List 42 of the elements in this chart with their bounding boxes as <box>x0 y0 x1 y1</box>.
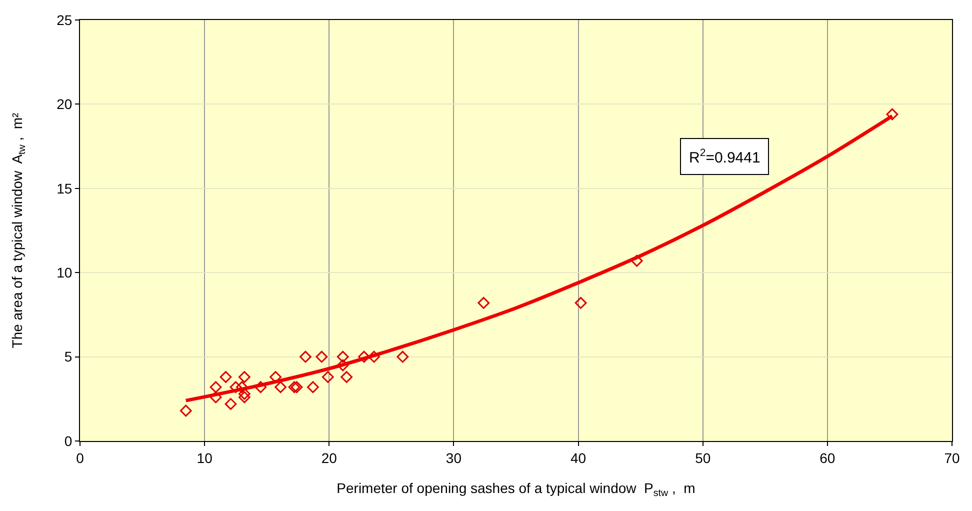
y-tick-label: 0 <box>64 432 72 449</box>
x-tick-label: 50 <box>695 450 711 466</box>
point <box>307 381 319 394</box>
point <box>368 350 380 363</box>
x-tick-label: 10 <box>196 450 213 466</box>
y-tick-label: 25 <box>56 12 72 28</box>
x-tick-label: 0 <box>76 450 84 466</box>
point <box>290 381 303 394</box>
x-tick-label: 20 <box>321 450 338 466</box>
x-axis-title: Perimeter of opening sashes of a typical window P$_{stw}$ , m <box>336 480 696 500</box>
point <box>236 381 248 394</box>
point <box>230 381 242 394</box>
point <box>274 381 287 394</box>
point <box>224 398 237 410</box>
x-tick-label: 60 <box>820 450 836 466</box>
point <box>396 350 409 363</box>
point <box>336 359 349 372</box>
point <box>238 371 250 383</box>
point <box>478 296 490 309</box>
x-tick-label: 40 <box>570 450 586 466</box>
point <box>180 404 192 417</box>
point <box>322 371 334 383</box>
point <box>220 371 232 383</box>
point <box>300 350 312 363</box>
point <box>210 391 222 404</box>
y-tick-label: 10 <box>56 264 72 280</box>
point <box>340 371 353 383</box>
y-tick-label: 15 <box>56 180 72 196</box>
point <box>886 108 898 120</box>
x-tick-label: 30 <box>446 450 462 466</box>
point <box>358 350 370 363</box>
annotation: R$^{2}$=0.9441 <box>689 147 760 166</box>
y-tick-label: 20 <box>56 96 72 112</box>
x-tick-label: 70 <box>944 450 960 466</box>
point <box>316 350 328 363</box>
point <box>254 381 267 394</box>
point <box>288 381 300 394</box>
point <box>336 350 349 363</box>
point <box>210 381 222 394</box>
point <box>574 296 587 309</box>
point <box>238 391 250 404</box>
y-tick-label: 5 <box>64 348 72 365</box>
